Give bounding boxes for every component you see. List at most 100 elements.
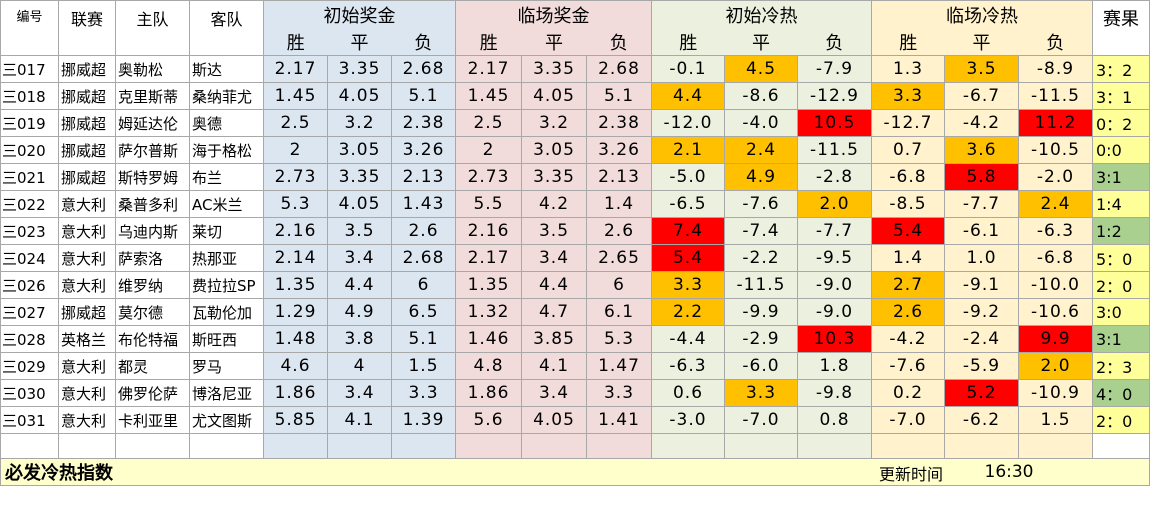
cell-odds-init-win: 2.73 (263, 163, 328, 191)
blank-cell (115, 433, 190, 459)
cell-heat-final-loss: -10.6 (1018, 298, 1093, 326)
header-heat-initial: 初始冷热 (651, 0, 872, 29)
cell-result: 2：3 (1092, 352, 1150, 380)
cell-odds-final-draw: 3.35 (521, 55, 587, 83)
table-row: 三030 意大利 佛罗伦萨 博洛尼亚 1.86 3.4 3.3 1.86 3.4 3.3 0.6 3.… (0, 379, 1150, 407)
header-league: 联赛 (58, 0, 116, 56)
cell-odds-final-win: 2.73 (455, 163, 522, 191)
table-row: 三018 挪威超 克里斯蒂 桑纳菲尤 1.45 4.05 5.1 1.45 4.05 5.1 4.4… (0, 82, 1150, 110)
cell-heat-init-draw: -9.9 (724, 298, 798, 326)
cell-odds-final-draw: 4.4 (521, 271, 587, 299)
cell-home: 布伦特福 (115, 325, 190, 353)
cell-odds-final-win: 2.5 (455, 109, 522, 137)
blank-cell (944, 433, 1019, 459)
cell-heat-final-win: 5.4 (871, 217, 945, 245)
cell-odds-final-win: 1.35 (455, 271, 522, 299)
cell-odds-init-draw: 3.35 (327, 55, 392, 83)
cell-away: 桑纳菲尤 (189, 82, 264, 110)
cell-home: 姆延达伦 (115, 109, 190, 137)
cell-heat-final-draw: 3.5 (944, 55, 1019, 83)
cell-league: 意大利 (58, 379, 116, 407)
cell-odds-init-draw: 3.8 (327, 325, 392, 353)
header-sub-win: 胜 (455, 28, 522, 56)
cell-heat-init-loss: 2.0 (797, 190, 872, 218)
cell-heat-final-draw: -4.2 (944, 109, 1019, 137)
table-row: 三027 挪威超 莫尔德 瓦勒伦加 1.29 4.9 6.5 1.32 4.7 6.1 2.2 -9.… (0, 298, 1150, 326)
cell-heat-final-draw: 5.8 (944, 163, 1019, 191)
cell-odds-final-loss: 5.3 (586, 325, 652, 353)
cell-odds-final-win: 5.6 (455, 406, 522, 434)
header-sub-loss: 负 (586, 28, 652, 56)
cell-heat-init-win: 2.2 (651, 298, 725, 326)
cell-heat-final-win: -12.7 (871, 109, 945, 137)
cell-heat-final-loss: -10.0 (1018, 271, 1093, 299)
blank-cell (58, 433, 116, 459)
cell-odds-init-draw: 4.05 (327, 82, 392, 110)
cell-id: 三030 (0, 379, 59, 407)
footer-update-time: 16:30 (944, 458, 1150, 486)
cell-league: 英格兰 (58, 325, 116, 353)
cell-league: 意大利 (58, 217, 116, 245)
cell-odds-init-win: 1.45 (263, 82, 328, 110)
cell-heat-final-win: -8.5 (871, 190, 945, 218)
cell-heat-final-draw: -7.7 (944, 190, 1019, 218)
cell-odds-init-loss: 2.6 (391, 217, 456, 245)
cell-odds-init-draw: 4.1 (327, 406, 392, 434)
cell-odds-final-loss: 3.3 (586, 379, 652, 407)
cell-league: 挪威超 (58, 136, 116, 164)
cell-odds-init-draw: 3.4 (327, 244, 392, 272)
cell-heat-final-loss: 9.9 (1018, 325, 1093, 353)
cell-heat-init-loss: 1.8 (797, 352, 872, 380)
cell-heat-init-win: -12.0 (651, 109, 725, 137)
cell-odds-final-draw: 3.05 (521, 136, 587, 164)
cell-result: 0:0 (1092, 136, 1150, 164)
table-row: 三029 意大利 都灵 罗马 4.6 4 1.5 4.8 4.1 1.47 -6.3 -6.0 1.8-… (0, 352, 1150, 380)
blank-cell (263, 433, 328, 459)
cell-odds-init-draw: 4.4 (327, 271, 392, 299)
header-result: 赛果 (1092, 0, 1150, 56)
header-sub-draw: 平 (944, 28, 1019, 56)
cell-heat-init-loss: -2.8 (797, 163, 872, 191)
cell-odds-final-loss: 2.13 (586, 163, 652, 191)
blank-cell (521, 433, 587, 459)
cell-odds-init-win: 5.3 (263, 190, 328, 218)
cell-heat-init-draw: -7.0 (724, 406, 798, 434)
cell-heat-final-win: 2.6 (871, 298, 945, 326)
cell-heat-init-loss: 0.8 (797, 406, 872, 434)
cell-heat-final-loss: 2.0 (1018, 352, 1093, 380)
cell-odds-final-draw: 4.7 (521, 298, 587, 326)
cell-league: 挪威超 (58, 163, 116, 191)
cell-result: 4：0 (1092, 379, 1150, 407)
cell-result: 3:1 (1092, 163, 1150, 191)
cell-odds-init-loss: 1.43 (391, 190, 456, 218)
cell-id: 三021 (0, 163, 59, 191)
header-sub-win: 胜 (651, 28, 725, 56)
cell-odds-final-loss: 1.4 (586, 190, 652, 218)
cell-odds-final-loss: 6 (586, 271, 652, 299)
blank-cell (724, 433, 798, 459)
cell-heat-final-loss: -6.8 (1018, 244, 1093, 272)
cell-away: 斯旺西 (189, 325, 264, 353)
cell-away: 布兰 (189, 163, 264, 191)
header-odds-final: 临场奖金 (455, 0, 652, 29)
table-row: 三026 意大利 维罗纳 费拉拉SP 1.35 4.4 6 1.35 4.4 6 3.3 -11.5-… (0, 271, 1150, 299)
cell-away: 费拉拉SP (189, 271, 264, 299)
table-row: 三028 英格兰 布伦特福 斯旺西 1.48 3.8 5.1 1.46 3.85 5.3 -4.4-… (0, 325, 1150, 353)
cell-odds-final-loss: 3.26 (586, 136, 652, 164)
cell-odds-final-draw: 3.35 (521, 163, 587, 191)
cell-odds-final-loss: 1.41 (586, 406, 652, 434)
data-table: 编号 联赛 主队 客队 初始奖金 临场奖金 初始冷热 临场冷热 赛果 胜 平 负… (0, 0, 1150, 486)
cell-odds-final-win: 1.45 (455, 82, 522, 110)
cell-odds-final-loss: 6.1 (586, 298, 652, 326)
cell-home: 萨索洛 (115, 244, 190, 272)
cell-away: 斯达 (189, 55, 264, 83)
cell-heat-final-draw: -5.9 (944, 352, 1019, 380)
cell-odds-final-draw: 4.05 (521, 406, 587, 434)
cell-league: 挪威超 (58, 55, 116, 83)
cell-heat-init-win: 4.4 (651, 82, 725, 110)
cell-heat-final-loss: -8.9 (1018, 55, 1093, 83)
footer-row: 必发冷热指数 更新时间 16:30 (0, 458, 1150, 486)
cell-odds-final-draw: 3.2 (521, 109, 587, 137)
cell-odds-final-draw: 4.05 (521, 82, 587, 110)
